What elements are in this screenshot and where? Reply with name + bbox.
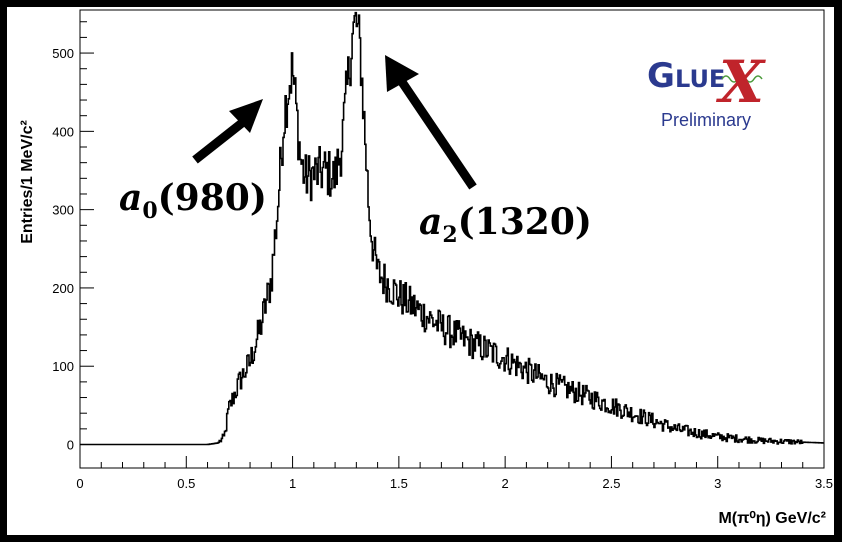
- svg-text:LUE: LUE: [675, 65, 725, 93]
- y-axis-label: Entries/1 MeV/c²: [19, 120, 36, 244]
- x-tick-label: 3: [714, 476, 721, 491]
- y-tick-label: 0: [67, 438, 74, 453]
- svg-text:G: G: [647, 56, 675, 96]
- x-tick-label: 1.5: [390, 476, 408, 491]
- histogram-plot: 0 0.5 1 1.5 2 2.5 3 3.5 0 100 200 300 400 500 M(π⁰η) …: [19, 9, 833, 527]
- histogram-line: [80, 11, 824, 446]
- y-tick-label: 200: [52, 281, 74, 296]
- x-axis-label: M(π⁰η) GeV/c²: [718, 510, 826, 527]
- y-tick-label: 500: [52, 46, 74, 61]
- annotation-a0: a0(980): [119, 177, 267, 224]
- x-tick-label: 0.5: [177, 476, 195, 491]
- svg-text:X: X: [715, 48, 766, 116]
- plot-box: [79, 9, 825, 469]
- x-tick-label: 2: [502, 476, 509, 491]
- y-tick-label: 100: [52, 359, 74, 374]
- gluex-logo: G LUE X Preliminary: [647, 48, 766, 130]
- annotation-a2: a2(1320): [419, 201, 592, 248]
- x-tick-label: 1: [289, 476, 296, 491]
- arrow-a0: [192, 99, 263, 164]
- y-tick-label: 300: [52, 203, 74, 218]
- svg-text:Preliminary: Preliminary: [661, 110, 751, 130]
- y-tick-label: 400: [52, 124, 74, 139]
- x-tick-label: 0: [76, 476, 83, 491]
- x-tick-label: 2.5: [602, 476, 620, 491]
- arrow-a2: [385, 55, 477, 190]
- plot-frame: 0 0.5 1 1.5 2 2.5 3 3.5 0 100 200 300 400 500 M(π⁰η) …: [7, 7, 834, 535]
- axis-tick-labels: 0 0.5 1 1.5 2 2.5 3 3.5 0 100 200 300 400 500: [52, 46, 833, 491]
- x-tick-label: 3.5: [815, 476, 833, 491]
